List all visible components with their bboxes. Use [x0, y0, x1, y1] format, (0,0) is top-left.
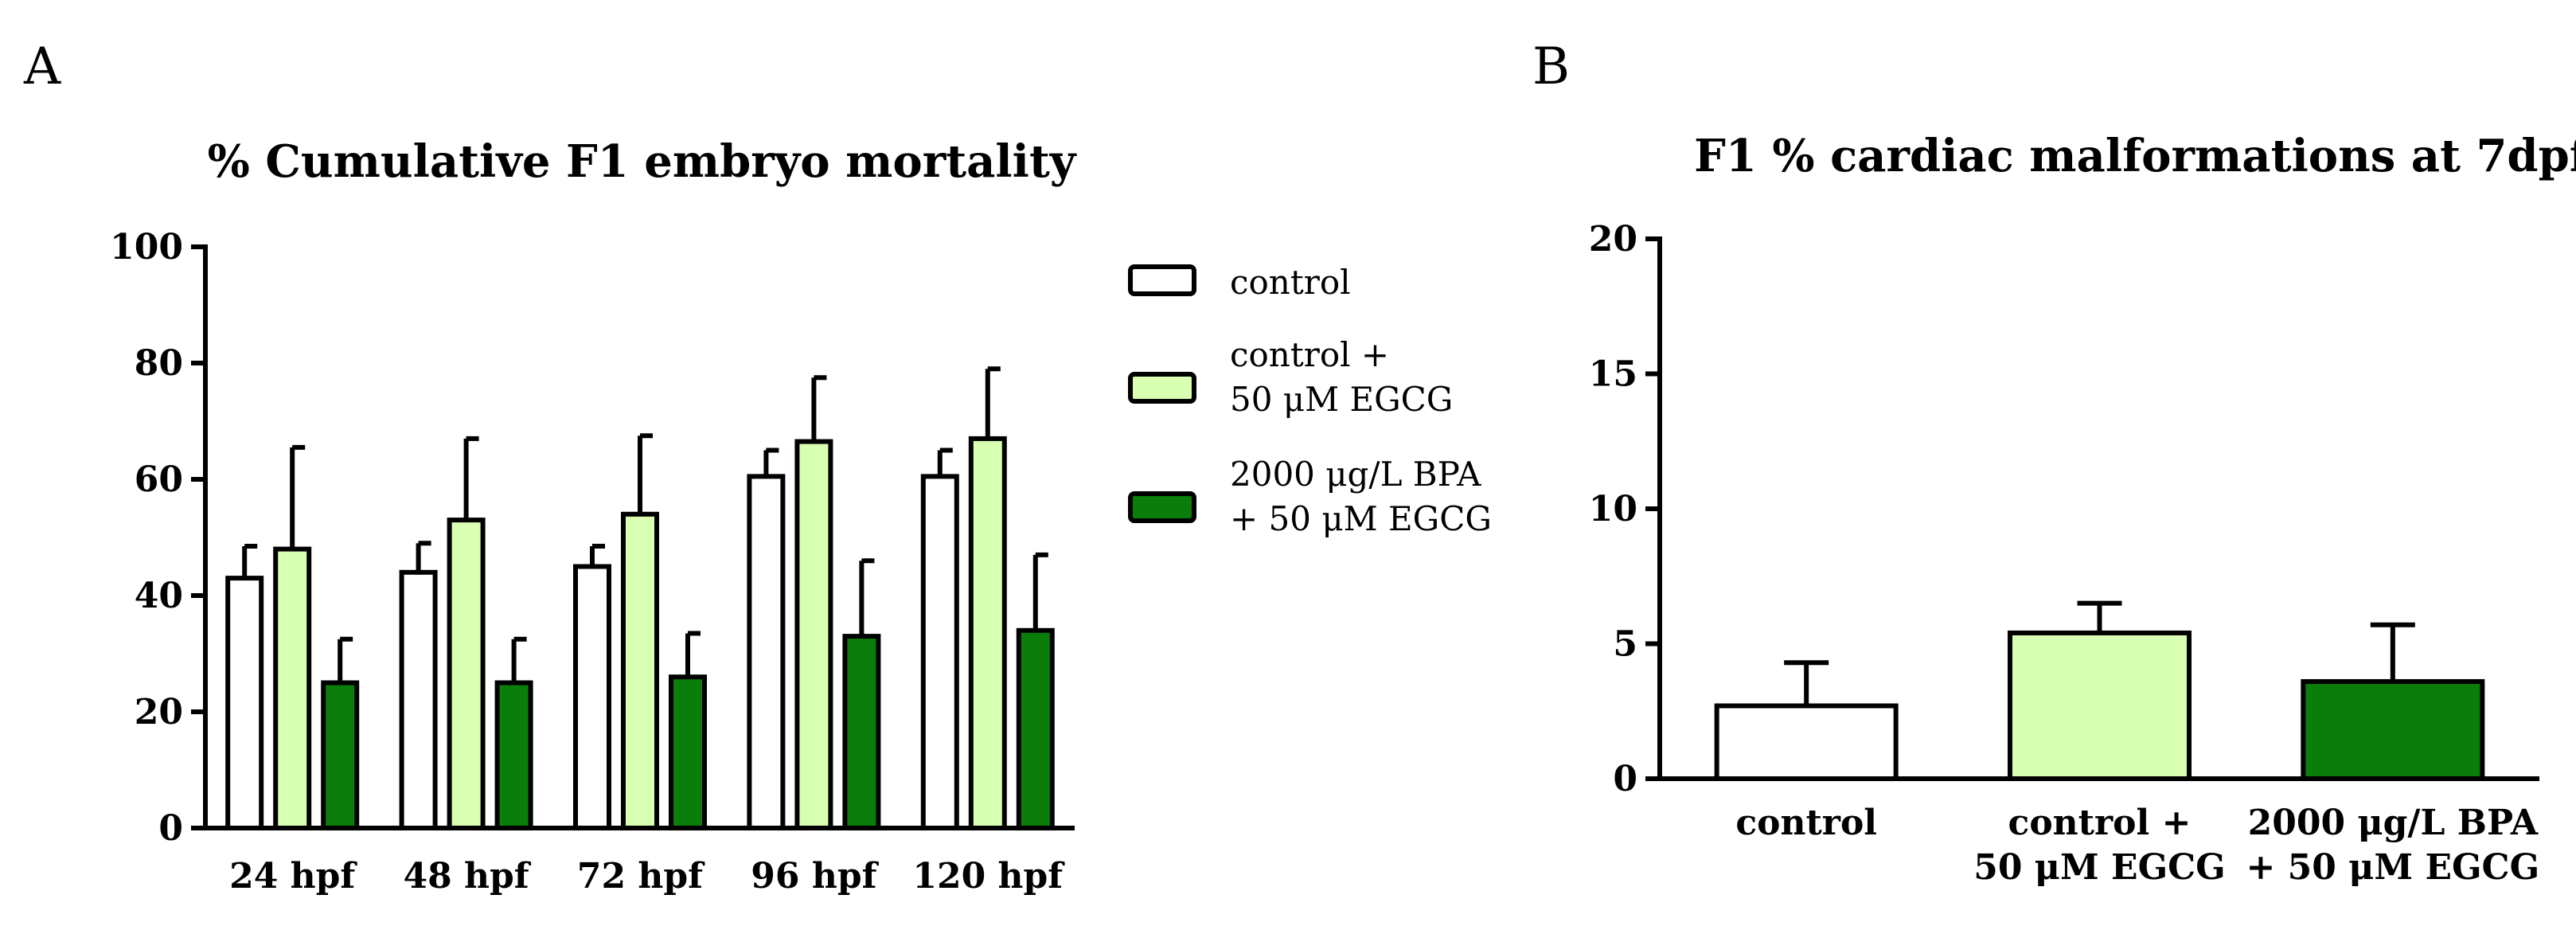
legend-swatch [1128, 372, 1196, 404]
y-tick-label: 5 [1613, 624, 1637, 665]
bar [669, 674, 707, 831]
bar [920, 474, 959, 830]
x-tick-label: 48 hpf [403, 856, 531, 897]
bar [842, 634, 881, 830]
y-tick-label: 10 [1589, 489, 1637, 529]
y-tick-label: 100 [110, 227, 183, 268]
y-tick-label: 20 [135, 692, 183, 733]
y-tick-label: 60 [135, 459, 183, 500]
bar [747, 474, 786, 830]
bar [573, 564, 611, 830]
chart-a-title: % Cumulative F1 embryo mortality [208, 135, 1077, 188]
legend-label: + 50 μM EGCG [1230, 499, 1492, 538]
chart-b-title: F1 % cardiac malformations at 7dpf [1694, 130, 2576, 182]
y-tick-label: 15 [1589, 354, 1637, 395]
bar [794, 439, 833, 830]
legend-label: control + [1230, 335, 1389, 374]
x-tick-label: 72 hpf [577, 856, 705, 897]
bar [1016, 627, 1055, 830]
x-tick-label: control [1735, 803, 1877, 843]
legend-label: 50 μM EGCG [1230, 380, 1453, 419]
bar [399, 569, 438, 830]
y-tick-label: 40 [135, 576, 183, 616]
y-tick-label: 20 [1589, 219, 1637, 260]
legend-label: control [1230, 263, 1351, 302]
legend-swatch [1128, 264, 1196, 296]
y-tick-label: 0 [1613, 759, 1637, 799]
bar [1714, 703, 1899, 781]
bar [2008, 630, 2192, 781]
bar [225, 576, 264, 830]
bar [2301, 678, 2485, 782]
bar [968, 436, 1007, 831]
legend-label: 2000 μg/L BPA [1230, 455, 1481, 494]
x-tick-label: 24 hpf [229, 856, 357, 897]
x-tick-label: 2000 μg/L BPA [2248, 803, 2539, 843]
chart-a-legend: control control + 50 μM EGCG 2000 μg/L BPA +… [1128, 263, 1492, 538]
panel-label-a: A [23, 37, 61, 96]
bar [494, 680, 533, 830]
bar [273, 546, 312, 830]
y-tick-label: 80 [135, 343, 183, 384]
x-tick-label: 120 hpf [912, 856, 1065, 897]
chart-a: 0 20 40 60 80 100 24 hpf 48 hpf 72 hpf 96 hpf 120 … [110, 227, 1075, 897]
bar [447, 518, 486, 830]
x-tick-label: 50 μM EGCG [1973, 847, 2226, 888]
chart-b: 0 5 10 15 20 control control +50 μM EGCG 2000 μ… [1589, 219, 2539, 888]
bar [321, 680, 360, 830]
x-tick-label: 96 hpf [751, 856, 879, 897]
panel-label-b: B [1532, 37, 1570, 96]
y-tick-label: 0 [158, 808, 183, 849]
x-tick-label: control + [2008, 803, 2192, 843]
legend-swatch [1128, 491, 1196, 523]
bar [621, 511, 659, 830]
x-tick-label: + 50 μM EGCG [2246, 847, 2539, 888]
